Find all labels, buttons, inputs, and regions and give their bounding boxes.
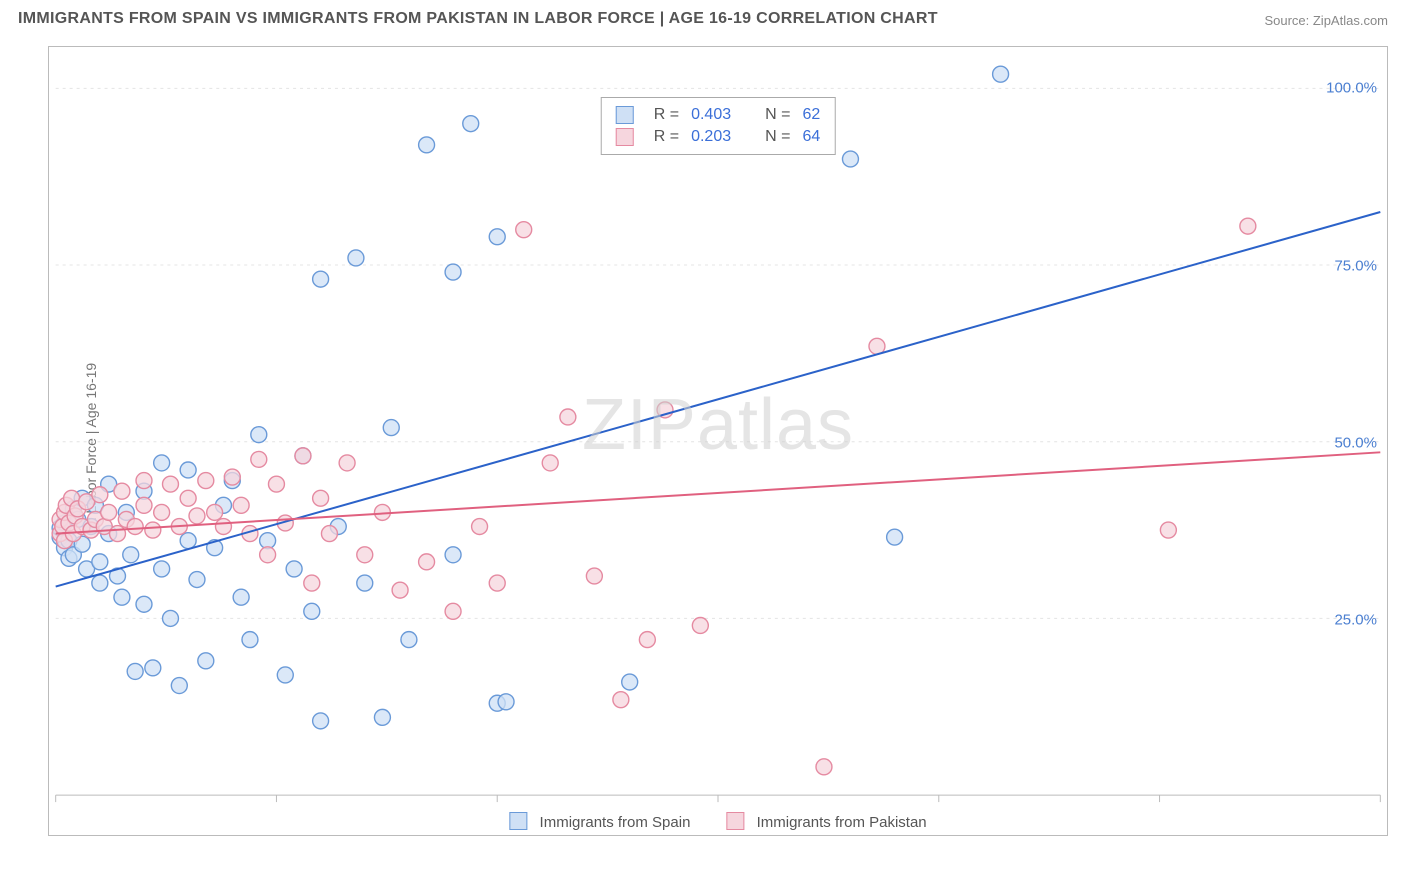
r-value-pakistan: 0.203	[691, 128, 731, 146]
legend-item-pakistan: Immigrants from Pakistan	[726, 812, 926, 831]
swatch-spain-bottom	[509, 812, 527, 830]
swatch-spain	[616, 106, 634, 124]
y-tick-label: 25.0%	[1334, 611, 1377, 628]
n-label: N =	[765, 106, 790, 124]
y-tick-label: 75.0%	[1334, 257, 1377, 274]
swatch-pakistan	[616, 128, 634, 146]
r-label: R =	[654, 106, 679, 124]
scatter-plot-svg	[49, 47, 1387, 835]
n-value-pakistan: 64	[802, 128, 820, 146]
r-value-spain: 0.403	[691, 106, 731, 124]
chart-area: ZIPatlas R = 0.403 N = 62 R = 0.203 N = …	[48, 46, 1388, 836]
correlation-legend-box: R = 0.403 N = 62 R = 0.203 N = 64	[601, 97, 836, 155]
chart-title: IMMIGRANTS FROM SPAIN VS IMMIGRANTS FROM…	[18, 10, 938, 28]
y-tick-label: 50.0%	[1334, 434, 1377, 451]
r-label: R =	[654, 128, 679, 146]
correlation-row-pakistan: R = 0.203 N = 64	[616, 126, 821, 148]
source-label: Source: ZipAtlas.com	[1264, 13, 1388, 28]
correlation-row-spain: R = 0.403 N = 62	[616, 104, 821, 126]
bottom-legend: Immigrants from Spain Immigrants from Pa…	[509, 812, 926, 831]
legend-label-pakistan: Immigrants from Pakistan	[757, 814, 927, 831]
n-value-spain: 62	[802, 106, 820, 124]
swatch-pakistan-bottom	[726, 812, 744, 830]
y-tick-label: 100.0%	[1326, 80, 1377, 97]
n-label: N =	[765, 128, 790, 146]
legend-label-spain: Immigrants from Spain	[540, 814, 691, 831]
legend-item-spain: Immigrants from Spain	[509, 812, 690, 831]
